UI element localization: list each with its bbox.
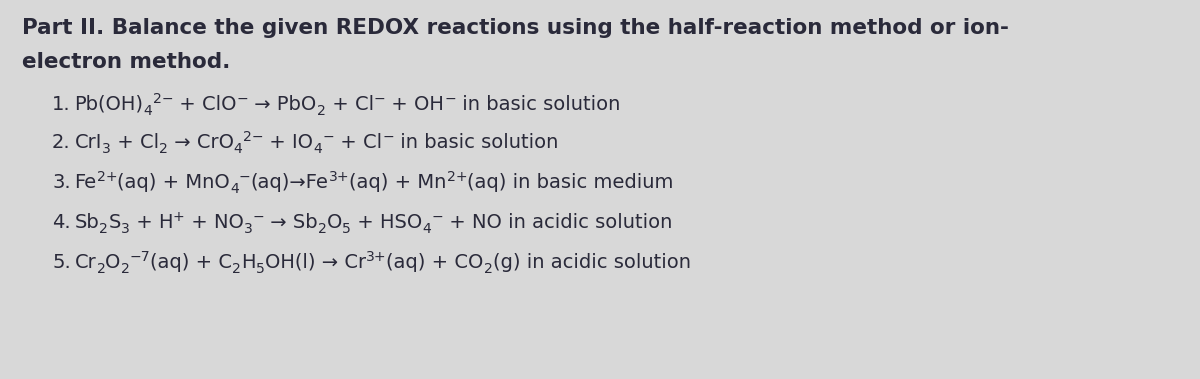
Text: O: O (326, 213, 342, 232)
Text: −: − (252, 210, 264, 224)
Text: 3.: 3. (52, 173, 71, 192)
Text: 2+: 2+ (97, 170, 118, 184)
Text: OH(l) → Cr: OH(l) → Cr (265, 253, 366, 272)
Text: Pb(OH): Pb(OH) (74, 95, 144, 114)
Text: 2: 2 (158, 142, 168, 156)
Text: (aq) + MnO: (aq) + MnO (118, 173, 230, 192)
Text: 1.: 1. (52, 95, 71, 114)
Text: (g) in acidic solution: (g) in acidic solution (493, 253, 691, 272)
Text: H: H (241, 253, 256, 272)
Text: + Cl: + Cl (334, 133, 382, 152)
Text: 2: 2 (233, 262, 241, 276)
Text: 3+: 3+ (366, 250, 386, 264)
Text: (aq) + Mn: (aq) + Mn (349, 173, 446, 192)
Text: 3: 3 (102, 142, 110, 156)
Text: 4: 4 (422, 222, 431, 236)
Text: 5: 5 (256, 262, 265, 276)
Text: + NO: + NO (185, 213, 244, 232)
Text: → Sb: → Sb (264, 213, 318, 232)
Text: 4.: 4. (52, 213, 71, 232)
Text: 2: 2 (484, 262, 493, 276)
Text: −: − (373, 92, 385, 106)
Text: (aq) + C: (aq) + C (150, 253, 233, 272)
Text: + OH: + OH (385, 95, 444, 114)
Text: O: O (106, 253, 121, 272)
Text: −: − (236, 92, 248, 106)
Text: CrI: CrI (74, 133, 102, 152)
Text: −: − (444, 92, 456, 106)
Text: → CrO: → CrO (168, 133, 234, 152)
Text: 3: 3 (244, 222, 252, 236)
Text: 2: 2 (318, 222, 326, 236)
Text: + Cl: + Cl (325, 95, 373, 114)
Text: 2: 2 (100, 222, 108, 236)
Text: 2−: 2− (242, 130, 263, 144)
Text: −7: −7 (130, 250, 150, 264)
Text: + HSO: + HSO (352, 213, 422, 232)
Text: Fe: Fe (74, 173, 97, 192)
Text: 5: 5 (342, 222, 352, 236)
Text: in basic solution: in basic solution (394, 133, 558, 152)
Text: + ClO: + ClO (173, 95, 236, 114)
Text: −: − (239, 170, 251, 184)
Text: +: + (173, 210, 185, 224)
Text: in basic solution: in basic solution (456, 95, 620, 114)
Text: 2−: 2− (152, 92, 173, 106)
Text: 2: 2 (96, 262, 106, 276)
Text: + IO: + IO (263, 133, 313, 152)
Text: + Cl: + Cl (110, 133, 158, 152)
Text: 5.: 5. (52, 253, 71, 272)
Text: 2: 2 (317, 104, 325, 118)
Text: 3: 3 (121, 222, 130, 236)
Text: (aq) in basic medium: (aq) in basic medium (467, 173, 673, 192)
Text: −: − (382, 130, 394, 144)
Text: Part II. Balance the given REDOX reactions using the half-reaction method or ion: Part II. Balance the given REDOX reactio… (22, 17, 1009, 38)
Text: 4: 4 (144, 104, 152, 118)
Text: 4: 4 (313, 142, 323, 156)
Text: (aq)→Fe: (aq)→Fe (251, 173, 329, 192)
Text: + NO in acidic solution: + NO in acidic solution (443, 213, 672, 232)
Text: −: − (323, 130, 334, 144)
Text: 4: 4 (234, 142, 242, 156)
Text: → PbO: → PbO (248, 95, 317, 114)
Text: −: − (431, 210, 443, 224)
Text: Sb: Sb (74, 213, 100, 232)
Text: 2+: 2+ (446, 170, 467, 184)
Text: 4: 4 (230, 182, 239, 196)
Text: 3+: 3+ (329, 170, 349, 184)
Text: 2: 2 (121, 262, 130, 276)
Text: Cr: Cr (74, 253, 96, 272)
Text: + H: + H (130, 213, 173, 232)
Text: 2.: 2. (52, 133, 71, 152)
Text: S: S (108, 213, 121, 232)
Text: (aq) + CO: (aq) + CO (386, 253, 484, 272)
Text: electron method.: electron method. (22, 52, 230, 72)
